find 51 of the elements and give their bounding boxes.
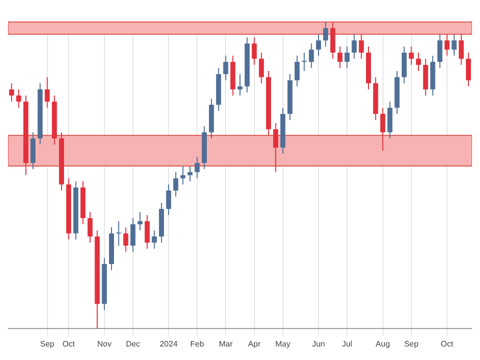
candlestick — [308, 42, 314, 68]
candlestick — [294, 55, 300, 87]
candlestick — [408, 46, 414, 66]
candlestick — [344, 46, 350, 68]
candlestick — [323, 22, 328, 48]
candlestick — [44, 76, 50, 108]
candlestick — [273, 122, 278, 173]
candlestick — [316, 34, 322, 56]
x-tick-label: 2024 — [160, 339, 178, 348]
candlestick — [238, 74, 242, 96]
candlestick — [188, 166, 193, 182]
candlestick — [16, 88, 22, 108]
x-tick-label: Oct — [440, 339, 454, 348]
candlestick — [416, 52, 421, 72]
x-tick-label: May — [275, 339, 290, 348]
candlestick — [194, 156, 200, 179]
x-tick-label: Nov — [97, 339, 112, 348]
candlestick — [258, 52, 264, 84]
candlestick — [302, 52, 307, 72]
candlestick — [9, 82, 14, 102]
candlestick — [458, 34, 464, 66]
candlestick — [180, 166, 186, 185]
candlestick — [444, 34, 450, 56]
candlestick — [337, 46, 342, 68]
candlestick — [88, 211, 93, 244]
candlestick — [144, 214, 150, 250]
x-tick-label: Feb — [190, 339, 205, 348]
candlestick — [223, 55, 228, 81]
candlestick — [252, 36, 257, 66]
candlestick — [130, 218, 136, 252]
candlestick — [123, 226, 128, 252]
candlestick — [452, 34, 457, 56]
candlestick — [437, 34, 442, 68]
candlestick — [466, 52, 471, 87]
candlestick — [166, 184, 172, 216]
x-tick-label: Mar — [218, 339, 233, 348]
candlestick — [358, 34, 364, 60]
candlestick — [138, 211, 143, 231]
candlestick — [352, 34, 357, 60]
x-tick-label: Sep — [404, 339, 419, 348]
x-tick-label: Jul — [342, 339, 352, 348]
x-tick-label: Apr — [248, 339, 261, 348]
x-tick-label: Aug — [376, 339, 390, 348]
x-tick-label: Oct — [62, 339, 76, 348]
candlestick — [116, 220, 122, 246]
x-tick-label: Sep — [40, 339, 55, 348]
x-tick-label: Dec — [126, 339, 140, 348]
x-tick-label: Jun — [312, 339, 325, 348]
candlestick — [380, 107, 386, 152]
candlestick — [173, 172, 178, 198]
candlestick — [152, 230, 157, 250]
